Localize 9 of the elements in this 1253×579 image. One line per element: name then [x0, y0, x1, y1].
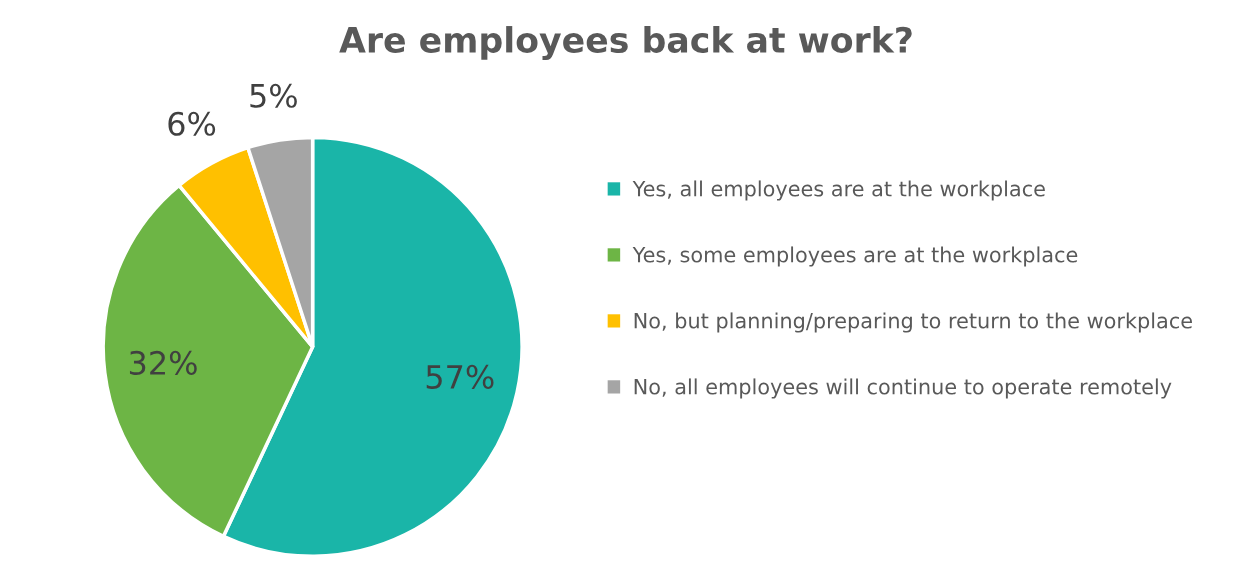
legend-label: Yes, all employees are at the workplace — [632, 180, 1045, 201]
data-label: 32% — [129, 350, 197, 375]
data-label: 6% — [168, 111, 216, 136]
legend-label: No, all employees will continue to operate remotely — [634, 378, 1172, 399]
chart-title: Are employees back at work? — [339, 26, 912, 60]
data-label: 5% — [250, 83, 297, 108]
data-label: 57% — [426, 364, 494, 389]
legend-label: Yes, some employees are at the workplace — [632, 246, 1078, 267]
legend-label: No, but planning/preparing to return to the workplace — [634, 312, 1192, 333]
